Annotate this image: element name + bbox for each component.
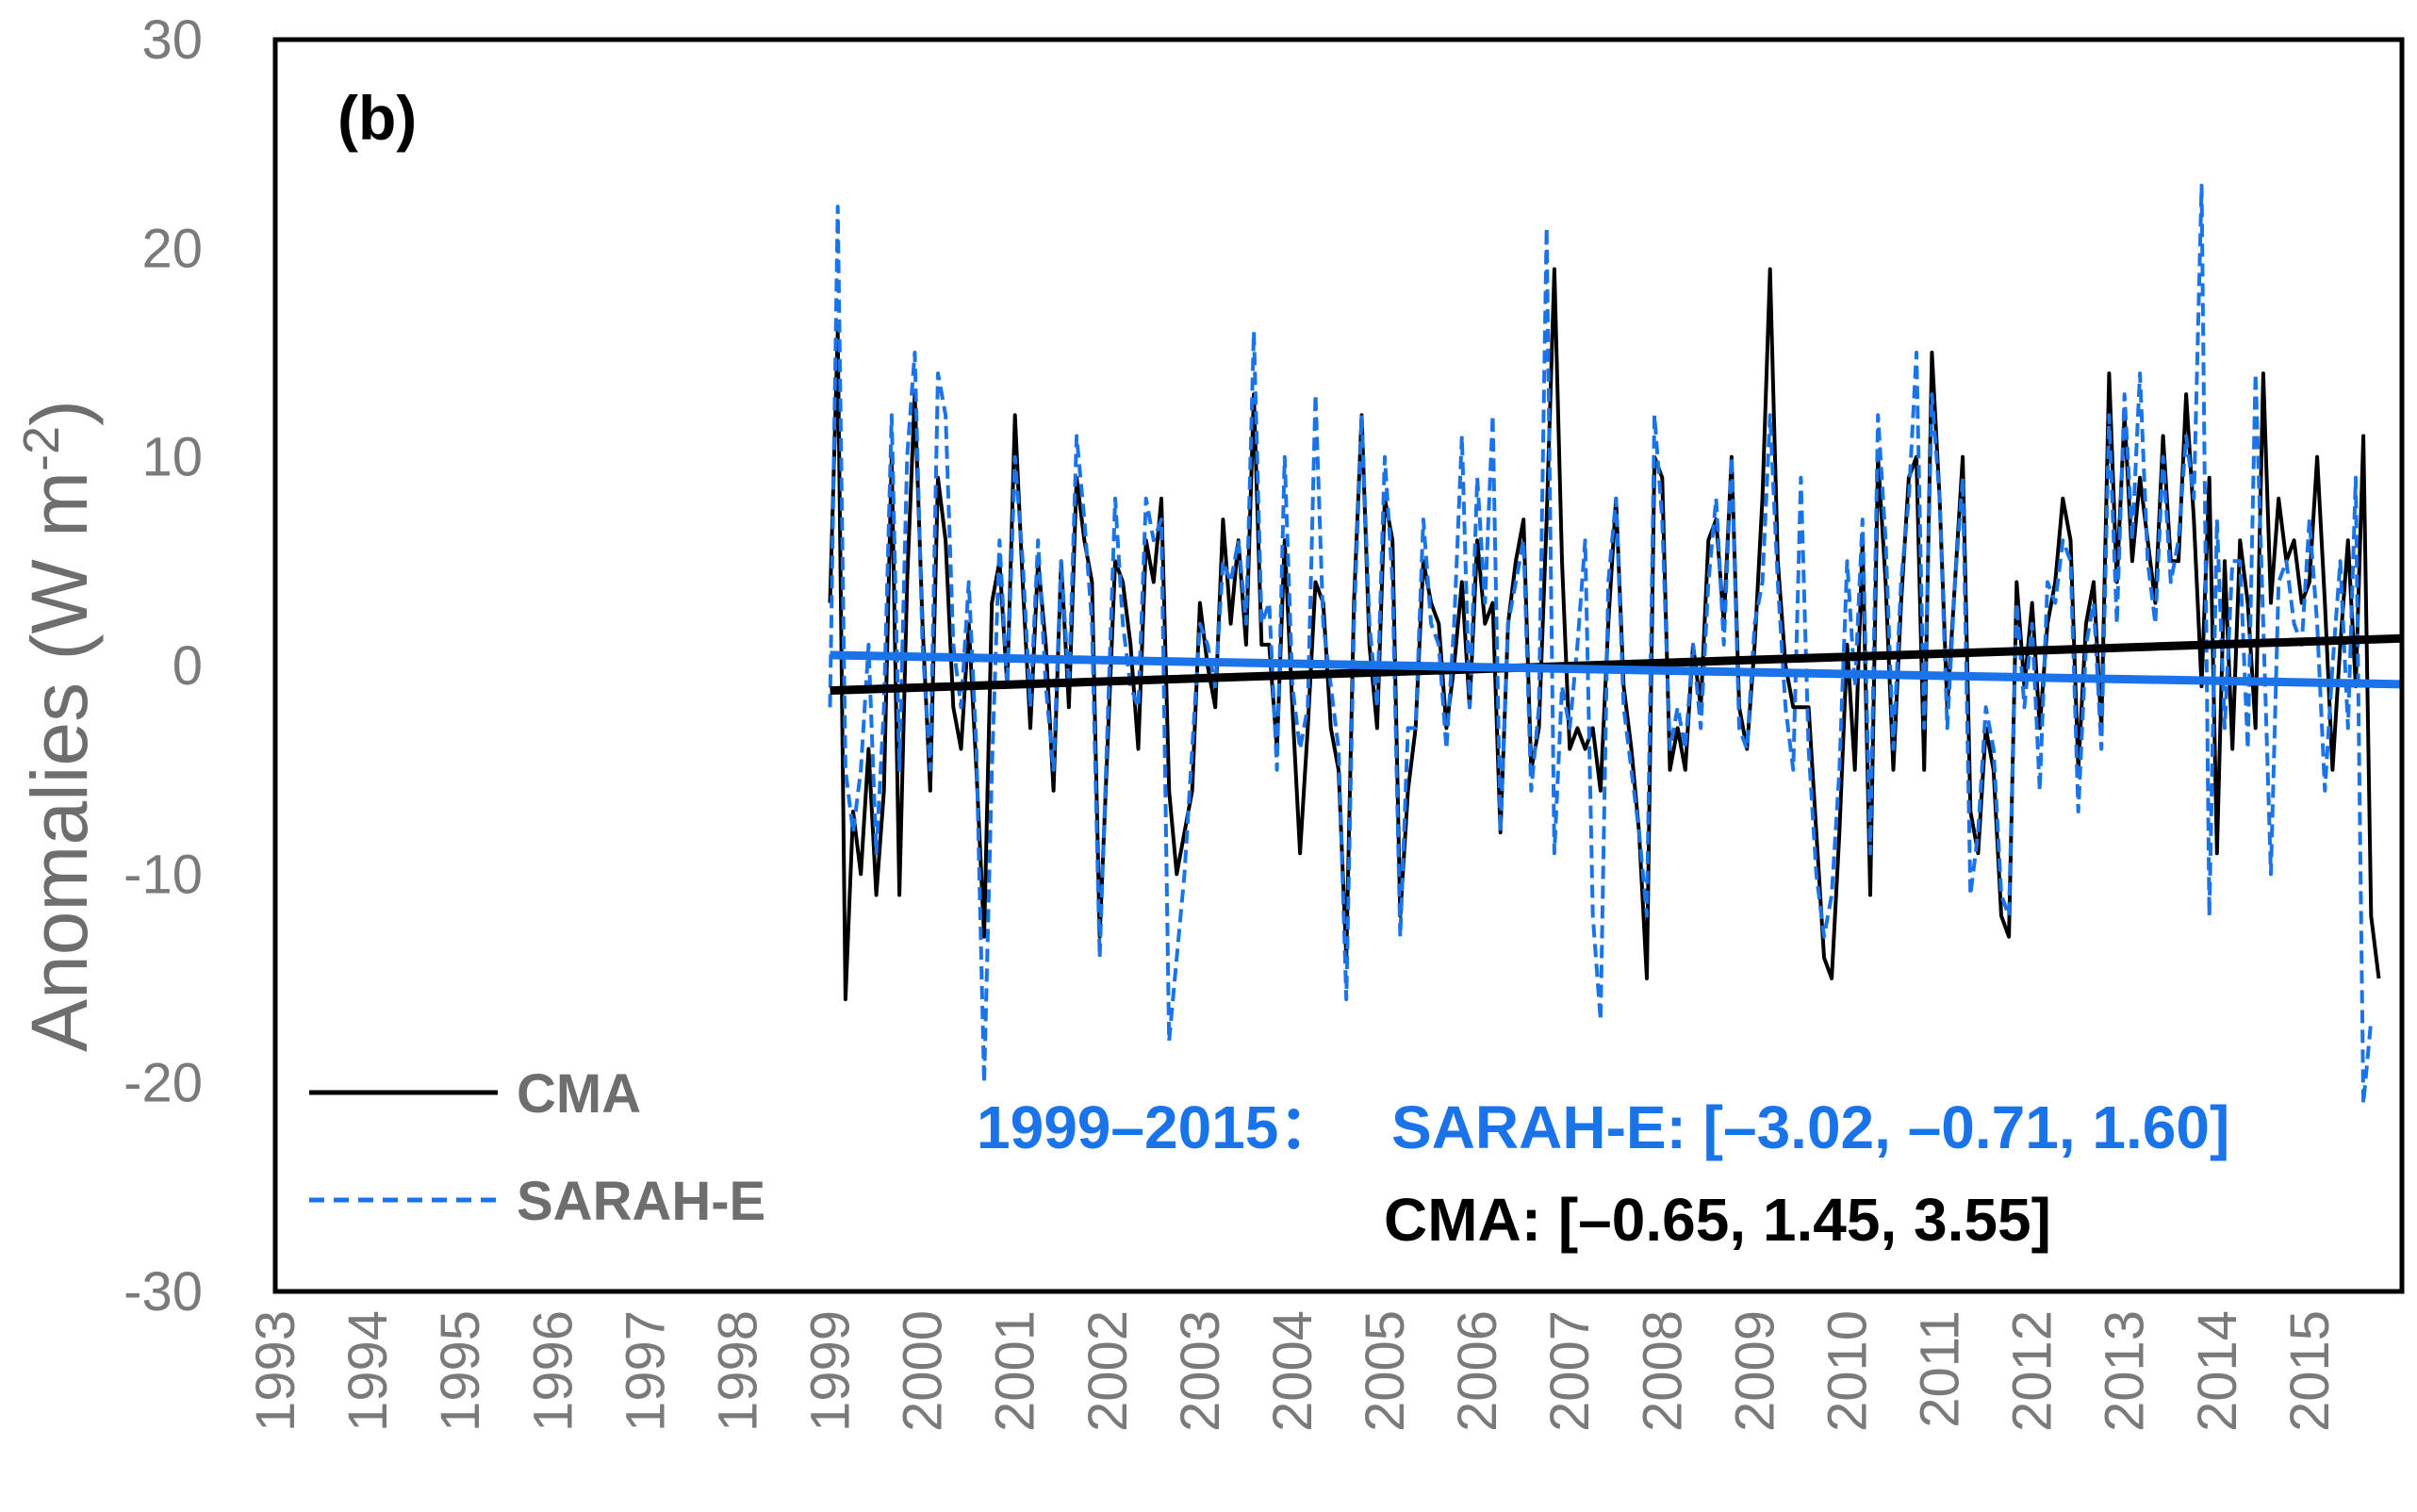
x-tick-label: 2015 (2279, 1310, 2341, 1432)
x-tick-label: 2001 (985, 1310, 1046, 1432)
x-tick-label: 2012 (2002, 1310, 2063, 1432)
y-tick-label: -10 (123, 844, 203, 905)
x-tick-label: 2006 (1447, 1310, 1508, 1432)
y-tick-label: 20 (141, 218, 203, 279)
x-tick-label: 1994 (337, 1310, 399, 1432)
plot-frame (272, 37, 2405, 1294)
x-tick-label: 2010 (1817, 1310, 1878, 1432)
x-tick-label: 2005 (1355, 1310, 1416, 1432)
x-tick-label: 2003 (1170, 1310, 1231, 1432)
annotation-sarah-e: SARAH-E: [–3.02, –0.71, 1.60] (1391, 1093, 2229, 1161)
x-tick-label: 2013 (2095, 1310, 2156, 1432)
annotation-period: 1999–2015： (977, 1093, 1339, 1161)
x-tick-label: 2007 (1539, 1310, 1601, 1432)
trend-line-sarah-e-trend (830, 650, 2402, 689)
legend-label-sarah-e: SARAH-E (517, 1171, 765, 1232)
x-axis-ticks: 1993 1994 1995 1996 1997 1998 1999 2000 2001 2002… (245, 1310, 2341, 1432)
plot-area (828, 183, 2402, 1106)
x-tick-label: 2002 (1077, 1310, 1139, 1432)
y-tick-label: -20 (123, 1053, 203, 1114)
x-tick-label: 2004 (1262, 1310, 1324, 1432)
y-tick-label: 30 (141, 9, 203, 71)
x-tick-label: 1998 (707, 1310, 768, 1432)
y-axis-label: Anomalies (W m-2) (13, 400, 104, 1052)
y-tick-label: 10 (141, 427, 203, 488)
trend-line-cma-trend (830, 633, 2402, 696)
legend: CMA SARAH-E (309, 1063, 765, 1232)
x-tick-label: 1996 (522, 1310, 584, 1432)
y-tick-label: 0 (173, 635, 203, 697)
y-axis-ticks: 30 20 10 0 -10 -20 -30 (123, 9, 203, 1323)
panel-label: (b) (337, 83, 417, 153)
y-axis-label-main: Anomalies (W m (15, 471, 104, 1052)
x-tick-label: 2011 (1910, 1310, 1971, 1428)
y-axis-label-superscript: -2 (13, 426, 70, 471)
y-tick-label: -30 (123, 1261, 203, 1323)
annotation-cma: CMA: [–0.65, 1.45, 3.55] (1384, 1186, 2051, 1254)
y-axis-label-close: ) (15, 400, 104, 426)
x-tick-label: 2009 (1724, 1310, 1785, 1432)
x-tick-label: 1997 (615, 1310, 676, 1432)
x-tick-label: 1995 (430, 1310, 491, 1432)
x-tick-label: 2014 (2187, 1310, 2248, 1432)
x-tick-label: 1999 (800, 1310, 862, 1432)
series-line-sarah-e (828, 183, 2374, 1106)
x-tick-label: 2000 (893, 1310, 954, 1432)
legend-label-cma: CMA (517, 1063, 641, 1125)
x-tick-label: 1993 (245, 1310, 306, 1432)
x-tick-label: 2008 (1632, 1310, 1693, 1432)
trend-annotation: 1999–2015： SARAH-E: [–3.02, –0.71, 1.60]… (977, 1093, 2229, 1254)
